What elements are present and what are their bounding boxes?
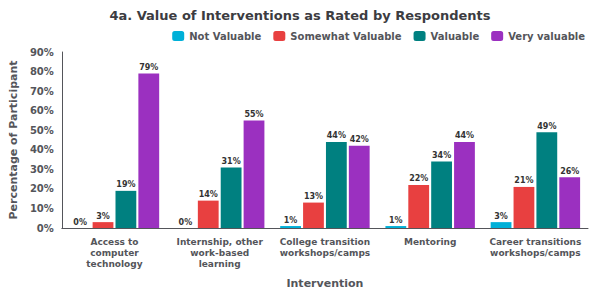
svg-text:Somewhat Valuable: Somewhat Valuable: [290, 31, 401, 42]
svg-text:Internship, other: Internship, other: [177, 237, 264, 247]
svg-text:Percentage of Participant: Percentage of Participant: [7, 60, 20, 219]
svg-text:workshops/camps: workshops/camps: [490, 248, 581, 258]
svg-text:learning: learning: [199, 259, 241, 269]
svg-text:40%: 40%: [30, 144, 54, 155]
svg-text:College transition: College transition: [280, 237, 370, 247]
svg-text:technology: technology: [86, 259, 142, 269]
svg-text:44%: 44%: [327, 131, 346, 140]
svg-text:30%: 30%: [30, 164, 54, 175]
svg-text:0%: 0%: [179, 218, 193, 227]
svg-text:workshops/camps: workshops/camps: [280, 248, 371, 258]
svg-text:Valuable: Valuable: [431, 31, 480, 42]
svg-text:3%: 3%: [96, 212, 110, 221]
svg-text:21%: 21%: [514, 176, 533, 185]
svg-text:4a. Value of Interventions as: 4a. Value of Interventions as Rated by R…: [109, 8, 490, 23]
svg-text:Career transitions: Career transitions: [489, 237, 581, 247]
svg-text:26%: 26%: [560, 167, 579, 176]
svg-text:80%: 80%: [30, 66, 54, 77]
svg-text:22%: 22%: [409, 174, 428, 183]
svg-text:1%: 1%: [389, 216, 403, 225]
svg-text:14%: 14%: [199, 190, 218, 199]
svg-text:work-based: work-based: [190, 248, 249, 258]
svg-text:3%: 3%: [494, 212, 508, 221]
svg-text:Not Valuable: Not Valuable: [189, 31, 261, 42]
svg-text:55%: 55%: [244, 110, 263, 119]
svg-text:49%: 49%: [537, 122, 556, 131]
svg-text:Mentoring: Mentoring: [404, 237, 456, 247]
svg-text:19%: 19%: [116, 180, 135, 189]
svg-text:34%: 34%: [432, 151, 451, 160]
svg-text:13%: 13%: [304, 192, 323, 201]
svg-text:20%: 20%: [30, 183, 54, 194]
svg-text:60%: 60%: [30, 105, 54, 116]
svg-text:79%: 79%: [139, 63, 158, 72]
svg-text:0%: 0%: [73, 218, 87, 227]
svg-text:1%: 1%: [284, 216, 298, 225]
svg-text:Access to: Access to: [90, 237, 138, 247]
svg-text:Intervention: Intervention: [286, 277, 363, 290]
svg-text:Very valuable: Very valuable: [508, 31, 585, 42]
svg-text:computer: computer: [90, 248, 139, 258]
svg-text:31%: 31%: [222, 157, 241, 166]
svg-text:50%: 50%: [30, 125, 54, 136]
svg-text:70%: 70%: [30, 86, 54, 97]
svg-text:90%: 90%: [30, 47, 54, 58]
svg-text:42%: 42%: [350, 135, 369, 144]
svg-text:10%: 10%: [30, 203, 54, 214]
svg-text:0%: 0%: [37, 223, 54, 234]
svg-text:44%: 44%: [455, 131, 474, 140]
